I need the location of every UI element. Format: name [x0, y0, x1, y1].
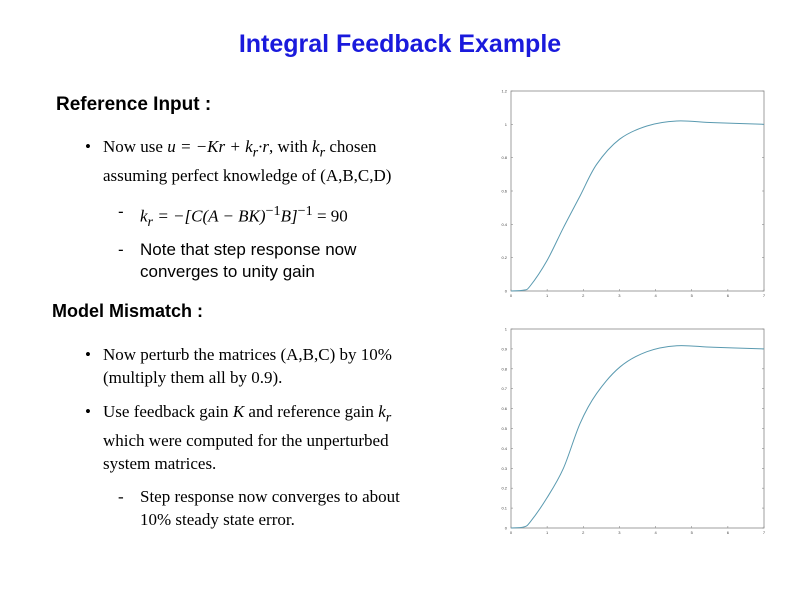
math: K [232, 402, 245, 421]
dash-char: - [118, 202, 124, 221]
y-tick-label: 0.8 [501, 366, 507, 371]
y-tick-label: 0 [505, 289, 508, 294]
y-tick-label: 0.6 [501, 189, 507, 194]
x-tick-label: 4 [654, 293, 657, 298]
step-response-line [510, 120, 765, 292]
dash-char: - [118, 240, 124, 259]
y-tick-label: 1 [505, 122, 508, 127]
y-tick-label: 0.4 [501, 446, 507, 451]
y-tick-label: 0 [505, 526, 508, 531]
x-tick-label: 4 [654, 530, 657, 535]
text: and reference gain [244, 402, 379, 421]
y-tick-label: 0.1 [501, 506, 507, 511]
math-sub: r [147, 214, 154, 231]
text: Now perturb the matrices (A,B,C) by 10% [103, 345, 392, 364]
math: B] [280, 206, 298, 226]
math-sup: −1 [297, 203, 313, 219]
x-tick-label: 0 [510, 293, 513, 298]
step-response-chart-nominal: 0 1 2 3 4 5 6 7 0 0.2 0.4 0.6 0.8 1 1.2 [501, 89, 766, 299]
sub-bullet-kr-formula: - kr = −[C(A − BK)−1B]−1 = 90 [118, 200, 348, 234]
x-tick-label: 7 [763, 293, 766, 298]
plot-frame [510, 328, 765, 529]
y-tick-label: 0.2 [501, 486, 507, 491]
text: Note that step response now [140, 240, 357, 259]
x-tick-label: 0 [510, 530, 513, 535]
x-tick-label: 6 [727, 293, 730, 298]
y-tick-label: 1.2 [501, 89, 507, 94]
text: (multiply them all by 0.9). [103, 368, 283, 387]
text: chosen [325, 137, 377, 156]
x-tick-label: 6 [727, 530, 730, 535]
math-sub: r [385, 409, 392, 426]
bullet-perturb: • Now perturb the matrices (A,B,C) by 10… [85, 343, 392, 389]
bullet-now-use: • Now use u = −Kr + kr·r, with kr chosen… [85, 135, 392, 187]
x-tick-label: 1 [546, 293, 549, 298]
y-tick-label: 1 [505, 327, 508, 332]
x-tick-label: 2 [582, 530, 585, 535]
math-sub: r [319, 144, 326, 161]
x-tick-label: 3 [618, 293, 621, 298]
section-heading-reference-input: Reference Input : [56, 94, 212, 115]
bullet-char: • [85, 137, 91, 156]
text: converges to unity gain [140, 262, 315, 281]
bullet-feedback-gain: • Use feedback gain K and reference gain… [85, 400, 392, 475]
text: Step response now converges to about [140, 487, 400, 506]
text: assuming perfect knowledge of (A,B,C,D) [103, 166, 392, 186]
x-tick-label: 1 [546, 530, 549, 535]
math: k [378, 402, 386, 421]
section-heading-model-mismatch: Model Mismatch : [52, 301, 204, 321]
text: Use feedback gain [103, 402, 233, 421]
y-tick-label: 0.8 [501, 155, 507, 160]
text: which were computed for the unperturbed [103, 431, 389, 451]
dash-char: - [118, 487, 124, 506]
x-tick-label: 3 [618, 530, 621, 535]
step-response-line [510, 345, 765, 529]
math: k [140, 206, 148, 226]
bullet-char: • [85, 345, 91, 364]
text: , with [269, 137, 313, 156]
sub-bullet-steady-state-error: - Step response now converges to about 1… [118, 485, 400, 531]
sub-bullet-unity-gain: - Note that step response now converges … [118, 239, 357, 283]
text: Now use [103, 137, 168, 156]
x-tick-label: 7 [763, 530, 766, 535]
y-tick-label: 0.3 [501, 466, 507, 471]
math-sup: −1 [265, 203, 281, 219]
y-tick-label: 0.7 [501, 386, 507, 391]
y-tick-label: 0.9 [501, 346, 507, 351]
bullet-char: • [85, 402, 91, 421]
y-tick-label: 0.6 [501, 406, 507, 411]
slide-title: Integral Feedback Example [238, 30, 562, 58]
math-sub: r [252, 144, 259, 161]
x-tick-label: 5 [691, 293, 694, 298]
y-tick-label: 0.5 [501, 426, 507, 431]
math: k [312, 137, 320, 156]
y-tick-label: 0.2 [501, 255, 507, 260]
math: ·r [258, 137, 270, 156]
math: = 90 [312, 206, 348, 226]
plot-frame [510, 90, 765, 292]
x-tick-label: 2 [582, 293, 585, 298]
math: = −[C(A − BK) [153, 206, 266, 226]
text: 10% steady state error. [140, 510, 295, 529]
text: system matrices. [103, 454, 217, 474]
x-tick-label: 5 [691, 530, 694, 535]
y-tick-label: 0.4 [501, 222, 507, 227]
math: u = −Kr + k [167, 137, 253, 156]
step-response-chart-mismatch: 0 1 2 3 4 5 6 7 0 0.1 0.2 0.3 0.4 0.5 0.6 0.7 0.8 0.9 1 [501, 327, 766, 536]
